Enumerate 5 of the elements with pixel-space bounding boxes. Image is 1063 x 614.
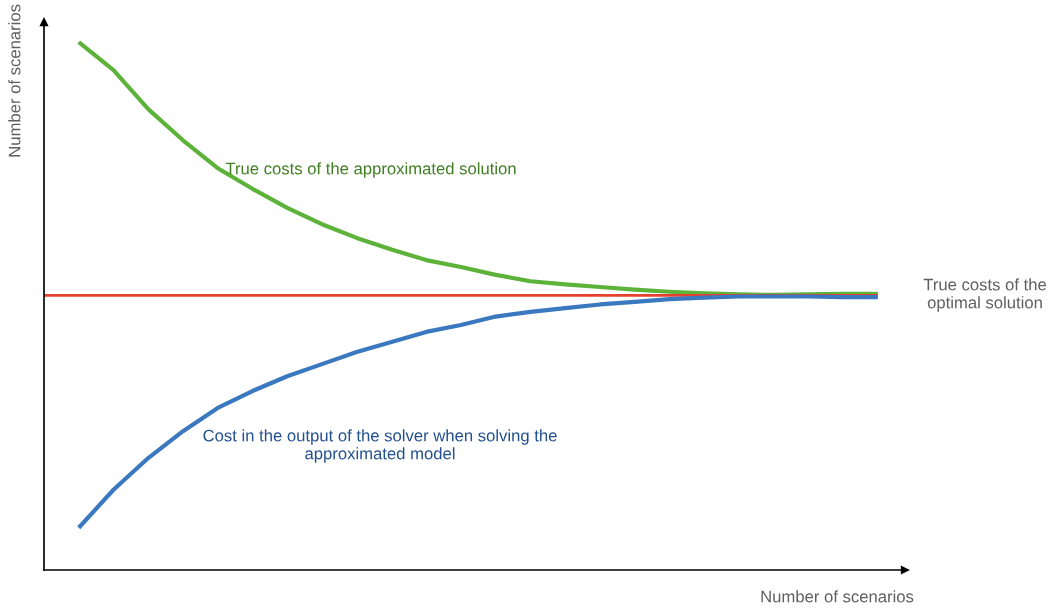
series-label: Cost in the output of the solver when solving the approximated model — [203, 429, 557, 463]
series-label: True costs of the approximated solution — [225, 162, 516, 178]
text: True costs of the optimal solution — [923, 278, 1047, 312]
y-axis-title: Number of scenarios — [8, 4, 21, 157]
x-axis-title: Number of scenarios — [761, 590, 914, 603]
